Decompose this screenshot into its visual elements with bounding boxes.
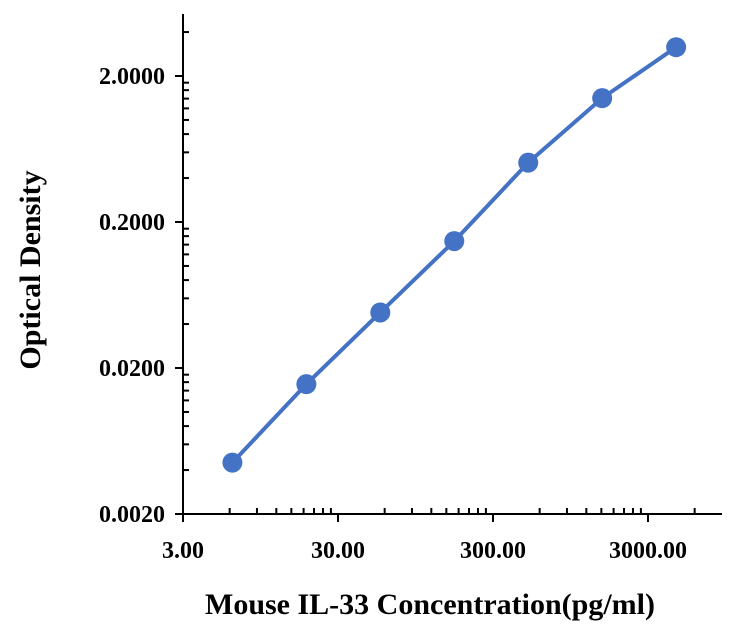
x-tick-label: 30.00: [311, 538, 365, 564]
data-point: [518, 152, 539, 173]
data-point: [666, 37, 687, 58]
y-tick-label: 2.0000: [99, 64, 165, 90]
y-tick-label: 0.0200: [99, 356, 165, 382]
y-axis-title: Optical Density: [14, 170, 47, 369]
x-tick-label: 3.00: [162, 538, 204, 564]
axes: [182, 14, 722, 515]
data-point: [592, 88, 613, 109]
series: [222, 37, 687, 473]
tick-labels: 0.0020 0.0200 0.2000 2.0000 3.00 30.00 300.00 3…: [99, 64, 687, 564]
data-point: [370, 302, 391, 323]
data-point: [296, 374, 317, 395]
data-point: [222, 452, 243, 473]
data-point: [444, 231, 465, 252]
y-tick-label: 0.0020: [99, 502, 165, 528]
x-axis-title: Mouse IL-33 Concentration(pg/ml): [205, 588, 655, 621]
ticks: [175, 31, 696, 522]
y-tick-label: 0.2000: [99, 210, 165, 236]
x-tick-label: 3000.00: [609, 538, 687, 564]
series-line: [230, 45, 679, 465]
x-tick-label: 300.00: [460, 538, 526, 564]
